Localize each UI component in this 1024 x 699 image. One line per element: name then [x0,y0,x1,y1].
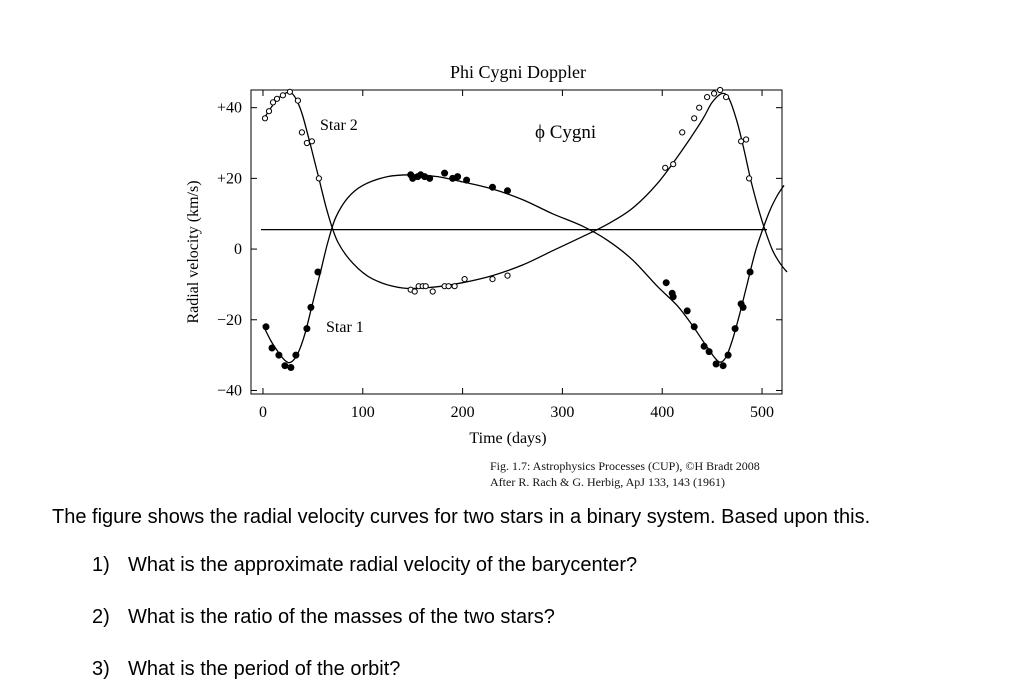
question-1: 1) What is the approximate radial velocit… [92,554,637,577]
star-2-point [691,115,698,122]
y-tick-label: +20 [217,170,242,187]
star-1-point [454,173,462,181]
y-tick-label: −20 [217,312,242,329]
y-tick-label: 0 [234,241,242,258]
star-2-point [286,88,293,95]
star-1-point [303,325,311,333]
star-2-point [298,129,305,136]
star-2-point [461,276,468,283]
star-1-point [712,360,720,368]
star-1-point [281,362,289,370]
star-2-point [743,136,750,143]
question-number: 2) [92,606,110,628]
x-tick-label: 300 [550,404,574,421]
radial-velocity-chart: Phi Cygni Doppler 0 100 200 300 400 500 −40 −20… [185,62,788,447]
star-2-point [445,283,452,290]
star-2-point [670,161,677,168]
star-2-curve [262,91,788,290]
star-2-point [279,92,286,99]
star-1-point [307,303,315,311]
star-1-point [662,279,670,287]
star-1-point [746,268,754,276]
star-1-point [690,323,698,331]
figure-credit: Fig. 1.7: Astrophysics Processes (CUP), … [490,458,760,490]
question-2: 2) What is the ratio of the masses of the… [92,606,555,629]
star-1-point [463,176,471,184]
x-axis-label: Time (days) [469,430,546,447]
chart-title: Phi Cygni Doppler [450,62,586,82]
question-text: What is the period of the orbit? [128,658,401,680]
question-3: 3) What is the period of the orbit? [92,658,400,681]
star-2-point [422,283,429,290]
star-2-point [308,138,315,145]
star-2-point [294,97,301,104]
star-2-point [429,288,436,295]
credit-line-2: After R. Rach & G. Herbig, ApJ 133, 143 … [490,475,725,489]
star-2-point [273,95,281,102]
star-2-point [489,276,496,283]
x-tick-label: 400 [650,404,674,421]
x-tick-label: 0 [259,404,267,421]
y-axis-label: Radial velocity (km/s) [185,180,202,323]
star-1-point [739,303,747,311]
axes-group: 0 100 200 300 400 500 −40 −20 0 +20 +40 [217,90,782,421]
star-1-point [683,307,691,315]
y-tick-label: −40 [217,382,242,399]
star-1-point [426,174,434,182]
star-2-point [315,175,322,182]
star-2-point [269,99,277,106]
star-2-point [451,283,458,290]
star-2-point [411,288,418,295]
star-2-point [717,86,724,94]
annotation-star-1: Star 1 [326,319,364,336]
annotation-star-2: Star 2 [320,117,358,134]
question-text: What is the approximate radial velocity … [128,554,638,576]
star-2-point [738,138,745,145]
star-2-point [711,90,718,97]
star-1-point [719,362,727,370]
credit-line-1: Fig. 1.7: Astrophysics Processes (CUP), … [490,459,760,473]
x-tick-label: 100 [351,404,375,421]
points-group [261,86,754,371]
star-1-point [504,187,511,195]
star-2-point [265,108,273,115]
star-1-point [287,364,295,371]
y-tick-label: +40 [217,100,242,117]
star-2-point [746,175,753,182]
star-1-point [262,323,270,331]
question-number: 3) [92,658,110,680]
star-2-point [723,94,730,101]
star-1-point [669,293,677,301]
x-tick-label: 500 [750,404,774,421]
star-2-point [704,94,711,101]
star-1-point [268,344,276,352]
x-tick-label: 200 [451,404,475,421]
star-1-point [275,351,283,359]
star-2-point [679,129,686,136]
star-1-point [724,351,732,359]
question-text: What is the ratio of the masses of the t… [128,606,555,628]
star-1-point [314,268,322,276]
star-1-point [489,183,496,191]
star-2-point [261,115,269,122]
star-2-point [696,104,703,111]
star-2-point [504,272,511,279]
intro-text: The figure shows the radial velocity cur… [52,506,871,528]
star-1-point [700,342,708,350]
star-2-point [662,164,669,171]
star-1-point [441,169,449,177]
plot-frame [250,89,783,395]
star-1-point [705,348,713,356]
question-number: 1) [92,554,110,576]
annotation-phi-cygni: ϕ Cygni [535,122,596,143]
star-1-point [731,325,739,333]
star-1-point [292,351,300,359]
star-2-point [303,139,310,147]
